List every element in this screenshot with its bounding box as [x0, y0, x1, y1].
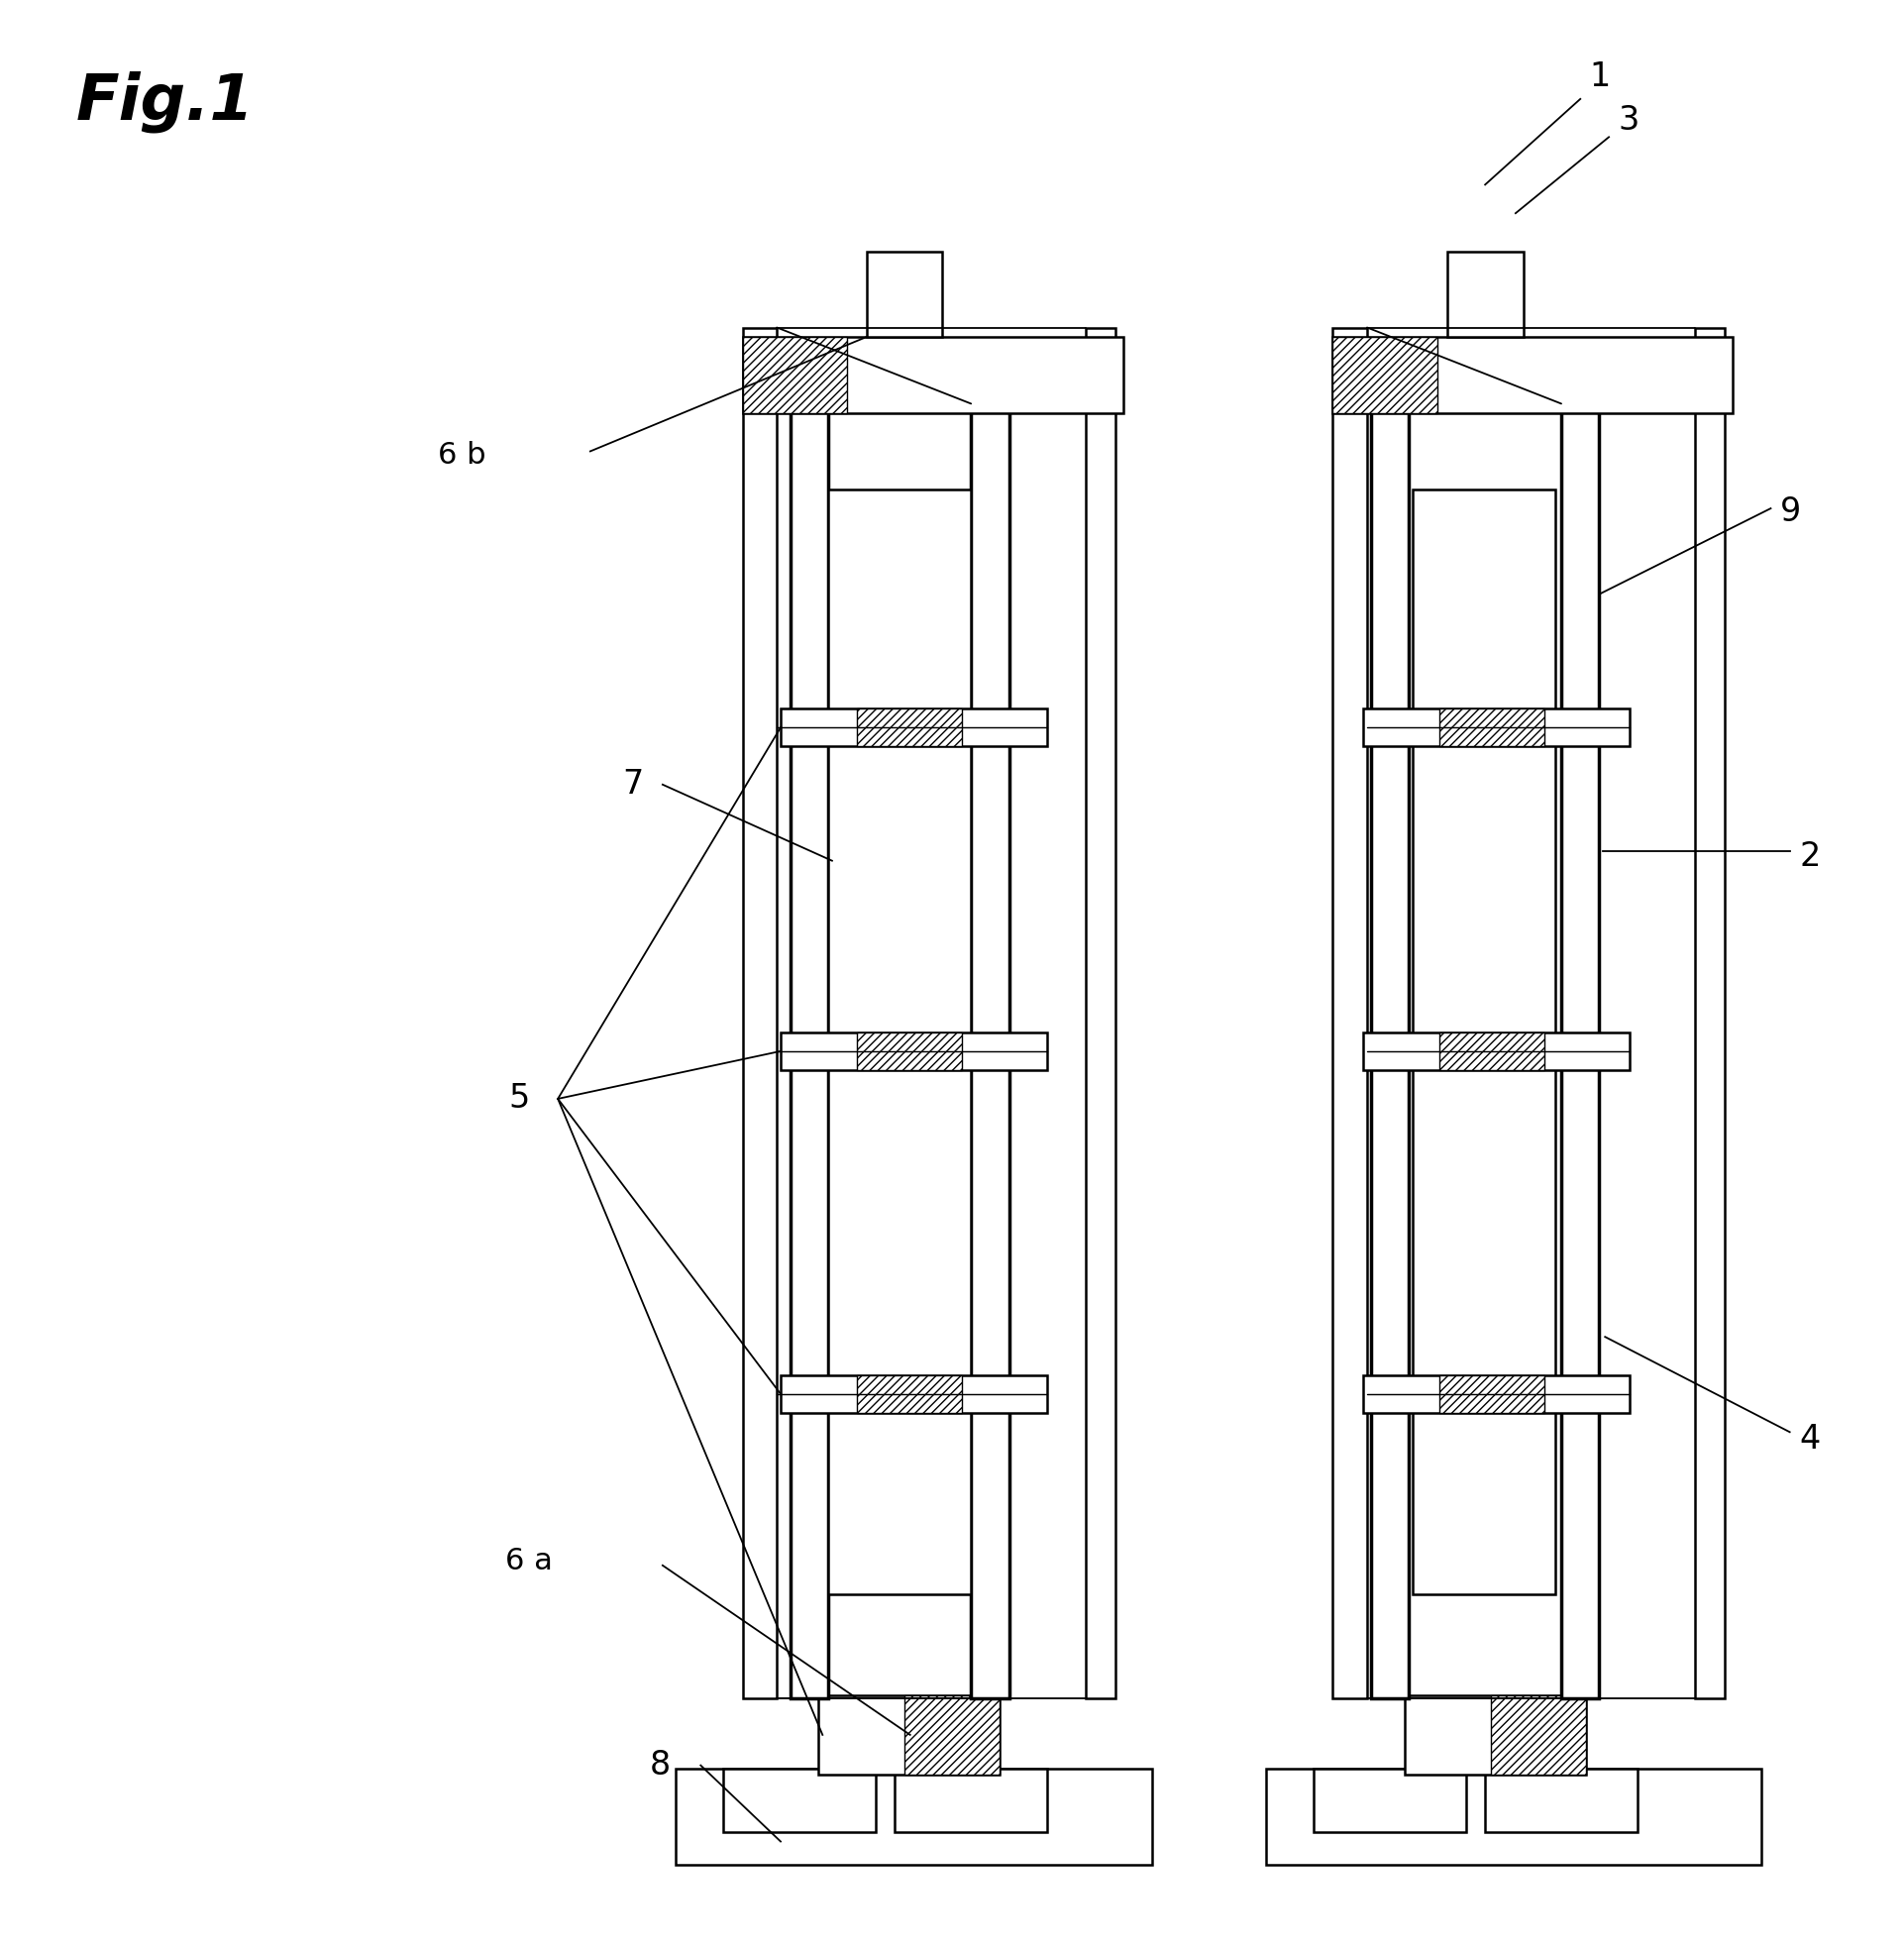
Text: 4: 4 — [1799, 1423, 1820, 1457]
Bar — [828, 489, 971, 1593]
Bar — [971, 404, 1009, 1698]
Text: 2: 2 — [1799, 840, 1820, 874]
Bar — [676, 1769, 1152, 1864]
Bar — [895, 1769, 1047, 1831]
Bar — [857, 708, 962, 747]
Text: 6 b: 6 b — [438, 441, 486, 470]
Bar — [1371, 404, 1409, 1698]
Text: 6 a: 6 a — [505, 1546, 552, 1576]
Bar — [743, 328, 777, 1698]
Bar — [1333, 337, 1733, 413]
Bar — [1333, 337, 1438, 413]
Bar — [866, 252, 942, 337]
Text: 8: 8 — [649, 1749, 670, 1782]
Text: 3: 3 — [1618, 105, 1639, 137]
Bar — [1333, 328, 1367, 1698]
Bar — [1363, 1375, 1630, 1414]
Bar — [1363, 1032, 1630, 1071]
Bar — [819, 1695, 1000, 1774]
Bar — [857, 1375, 962, 1414]
Bar — [1266, 1769, 1761, 1864]
Bar — [781, 1032, 1047, 1071]
Text: 7: 7 — [623, 768, 644, 801]
Bar — [1439, 1375, 1544, 1414]
Bar — [743, 337, 847, 413]
Bar — [1439, 1032, 1544, 1071]
Bar — [1491, 1695, 1586, 1774]
Bar — [781, 708, 1047, 747]
Bar — [1405, 1695, 1586, 1774]
Bar — [904, 1695, 1000, 1774]
Bar — [1485, 1769, 1637, 1831]
Bar — [1363, 708, 1630, 747]
Bar — [790, 404, 828, 1698]
Text: 9: 9 — [1780, 495, 1801, 528]
Bar — [1695, 328, 1725, 1698]
Bar — [1439, 708, 1544, 747]
Bar — [857, 1032, 962, 1071]
Bar — [1447, 252, 1523, 337]
Text: 5: 5 — [508, 1082, 529, 1115]
Bar — [724, 1769, 876, 1831]
Bar — [781, 1375, 1047, 1414]
Bar — [743, 337, 1123, 413]
Bar — [1561, 404, 1599, 1698]
Bar — [1085, 328, 1116, 1698]
Bar — [1413, 489, 1556, 1593]
Bar — [1314, 1769, 1466, 1831]
Text: Fig.1: Fig.1 — [76, 70, 255, 133]
Text: 1: 1 — [1590, 60, 1611, 94]
